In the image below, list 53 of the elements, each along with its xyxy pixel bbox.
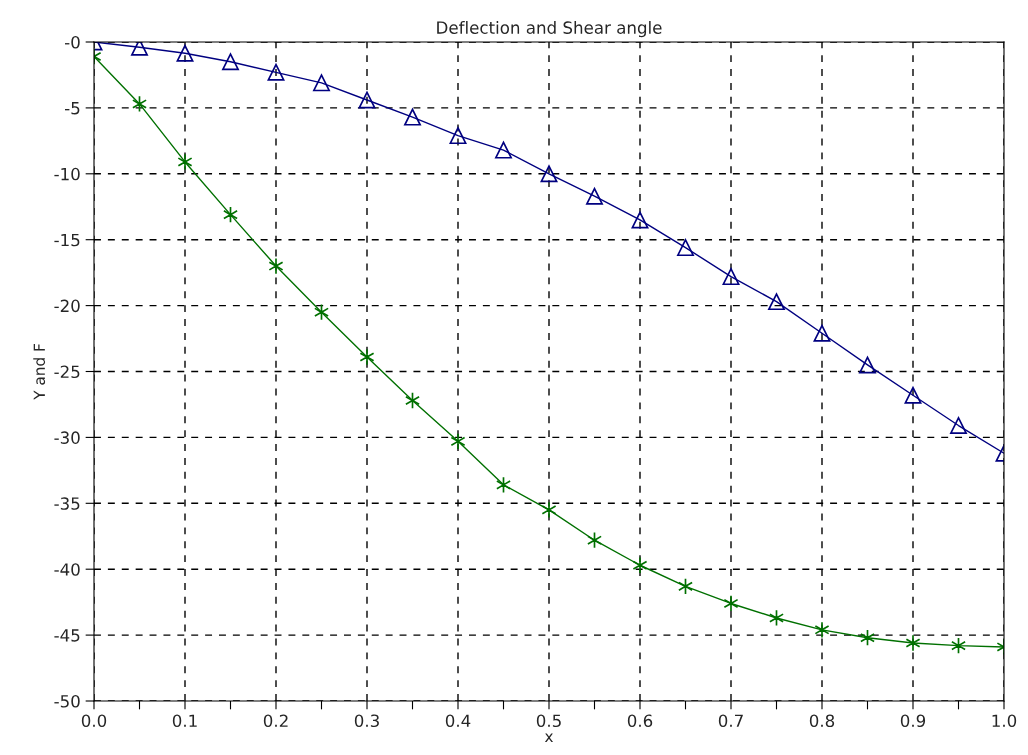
y-tick-label: -50 (54, 694, 80, 708)
point (540, 165, 558, 183)
x-tick-label: 1.0 (992, 714, 1017, 728)
point (586, 187, 603, 205)
y-tick-label: -20 (54, 299, 80, 313)
point (768, 293, 785, 311)
x-axis-title: x (544, 733, 554, 742)
point (131, 42, 148, 56)
point (177, 153, 193, 171)
point (313, 74, 330, 92)
chart-title: Deflection and Shear angle (437, 21, 662, 38)
y-tick-label: -0 (65, 35, 80, 49)
x-tick-label: 0.8 (809, 714, 835, 728)
point (176, 44, 194, 62)
point (631, 211, 649, 229)
point (449, 127, 467, 145)
y-tick-label: -5 (65, 102, 80, 115)
point (950, 417, 967, 435)
point (450, 432, 466, 450)
x-tick-label: 0.5 (536, 714, 561, 728)
point (814, 621, 830, 639)
x-tick-label: 0.7 (718, 714, 743, 728)
point (722, 268, 740, 286)
y-tick-label: -10 (54, 167, 80, 181)
point (813, 324, 831, 342)
point (404, 108, 421, 126)
x-tick-label: 0.2 (263, 714, 288, 728)
x-tick-label: 0.4 (445, 714, 471, 728)
point (222, 53, 239, 71)
y-tick-label: -25 (54, 365, 80, 379)
point (904, 386, 922, 404)
point (358, 91, 376, 109)
point (905, 634, 921, 652)
point (359, 348, 375, 366)
x-tick-label: 0.1 (172, 714, 197, 728)
y-tick-label: -30 (54, 431, 80, 444)
point (267, 63, 285, 81)
x-tick-label: 0.6 (627, 714, 653, 728)
y-axis-title: Y and F (33, 344, 46, 400)
x-tick-label: 0.3 (354, 714, 379, 728)
point (541, 501, 557, 519)
point (268, 257, 284, 275)
y-tick-label: -45 (54, 629, 80, 642)
point (495, 141, 512, 159)
point (632, 556, 648, 574)
point (677, 239, 694, 257)
y-tick-label: -40 (54, 563, 80, 576)
y-tick-label: -35 (54, 497, 80, 510)
point (723, 594, 739, 612)
point (859, 356, 876, 374)
x-tick-label: 0.9 (900, 714, 926, 728)
x-tick-label: 0.0 (81, 714, 107, 728)
y-tick-label: -15 (54, 233, 80, 247)
